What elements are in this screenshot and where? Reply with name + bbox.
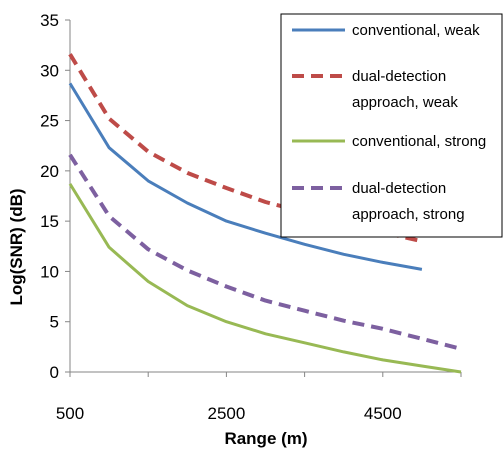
- y-tick-label: 25: [40, 112, 59, 131]
- series-line-4: [68, 153, 462, 351]
- y-tick-label: 5: [50, 313, 59, 332]
- y-tick-label: 30: [40, 61, 59, 80]
- x-tick-label: 2500: [207, 404, 245, 423]
- y-tick-label: 35: [40, 11, 59, 30]
- y-tick-label: 10: [40, 262, 59, 281]
- legend-label: dual-detection: [352, 68, 446, 85]
- y-tick-label: 20: [40, 162, 59, 181]
- y-ticks: 0 5 10 15 20 25 30 35: [40, 11, 70, 382]
- series-lines: [68, 53, 462, 374]
- x-tick-label: 4500: [364, 404, 402, 423]
- x-ticks: 500 2500 4500: [56, 372, 462, 423]
- axes: [69, 20, 461, 373]
- series-line-2: [68, 53, 423, 244]
- legend-label: approach, strong: [352, 206, 465, 223]
- legend-box: [280, 13, 503, 238]
- y-tick-label: 0: [50, 363, 59, 382]
- legend-label: dual-detection: [352, 180, 446, 197]
- x-axis-title: Range (m): [224, 429, 307, 448]
- series-line-3: [68, 183, 462, 374]
- series-line-1: [68, 82, 423, 271]
- legend: conventional, weak dual-detection approach…: [280, 13, 503, 238]
- legend-label: approach, weak: [352, 94, 458, 111]
- y-tick-label: 15: [40, 212, 59, 231]
- x-tick-label: 500: [56, 404, 84, 423]
- legend-label: conventional, weak: [352, 22, 480, 39]
- legend-label: conventional, strong: [352, 133, 486, 150]
- y-axis-title: Log(SNR) (dB): [7, 188, 26, 305]
